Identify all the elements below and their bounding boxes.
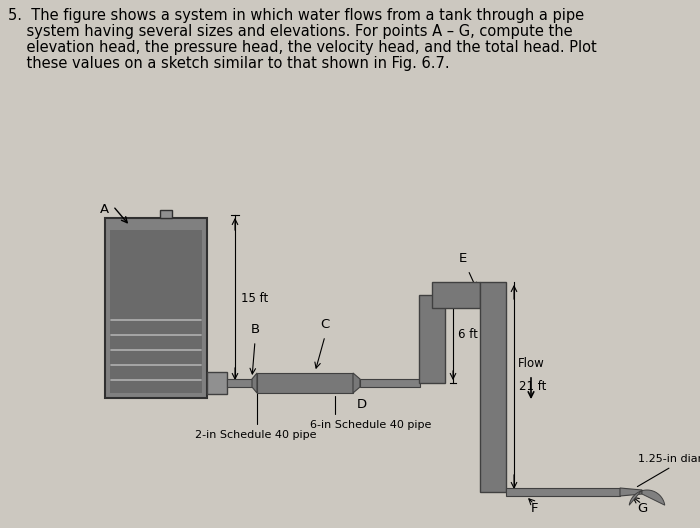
Text: C: C bbox=[321, 318, 330, 331]
Polygon shape bbox=[353, 373, 360, 393]
Bar bbox=[227, 379, 255, 387]
Polygon shape bbox=[252, 373, 257, 393]
Text: 6-in Schedule 40 pipe: 6-in Schedule 40 pipe bbox=[310, 396, 431, 430]
Text: 6 ft: 6 ft bbox=[458, 327, 478, 341]
Text: E: E bbox=[459, 252, 467, 265]
Text: system having several sizes and elevations. For points A – G, compute the: system having several sizes and elevatio… bbox=[8, 24, 573, 39]
Bar bbox=[160, 210, 172, 218]
Text: A: A bbox=[100, 203, 109, 216]
Text: elevation head, the pressure head, the velocity head, and the total head. Plot: elevation head, the pressure head, the v… bbox=[8, 40, 596, 55]
Text: 2-in Schedule 40 pipe: 2-in Schedule 40 pipe bbox=[195, 390, 316, 440]
Polygon shape bbox=[629, 490, 665, 505]
Bar bbox=[360, 379, 420, 387]
Text: B: B bbox=[251, 323, 260, 336]
Text: 21 ft: 21 ft bbox=[519, 381, 547, 393]
Bar bbox=[506, 488, 620, 496]
Text: 15 ft: 15 ft bbox=[241, 293, 268, 306]
Polygon shape bbox=[620, 488, 642, 496]
Bar bbox=[432, 282, 480, 308]
Bar bbox=[105, 218, 207, 398]
Bar bbox=[480, 282, 506, 492]
Text: G: G bbox=[637, 502, 647, 515]
Text: F: F bbox=[531, 502, 538, 515]
Text: these values on a sketch similar to that shown in Fig. 6.7.: these values on a sketch similar to that… bbox=[8, 56, 449, 71]
Text: 1.25-in diameter: 1.25-in diameter bbox=[638, 454, 700, 487]
Bar bbox=[110, 230, 202, 393]
Text: Flow: Flow bbox=[518, 357, 545, 370]
Text: D: D bbox=[357, 398, 367, 411]
Bar bbox=[419, 295, 445, 383]
Bar bbox=[207, 372, 227, 394]
Text: 5.  The figure shows a system in which water flows from a tank through a pipe: 5. The figure shows a system in which wa… bbox=[8, 8, 584, 23]
Bar bbox=[257, 373, 353, 393]
